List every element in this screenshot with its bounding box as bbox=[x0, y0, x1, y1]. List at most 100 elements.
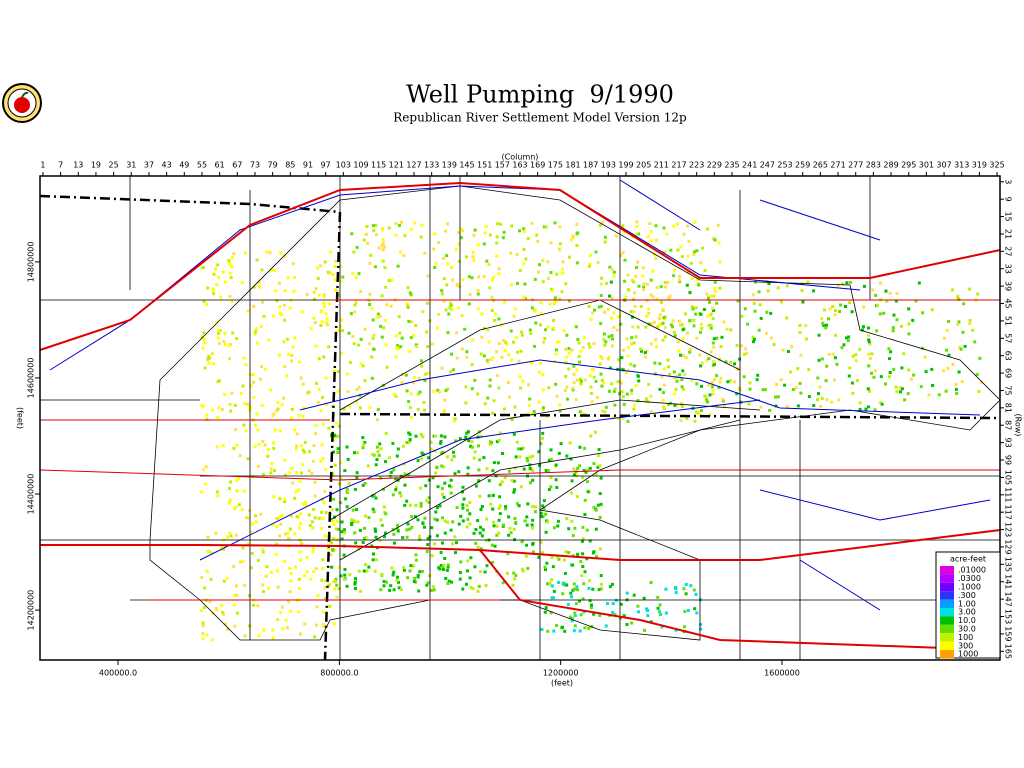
pumping-cell bbox=[757, 328, 761, 332]
pumping-cell bbox=[408, 291, 412, 295]
pumping-cell bbox=[358, 406, 362, 410]
pumping-cell bbox=[661, 321, 665, 325]
pumping-cell bbox=[318, 264, 322, 268]
pumping-cell bbox=[440, 366, 444, 370]
pumping-cell bbox=[521, 569, 525, 573]
pumping-cell bbox=[632, 297, 636, 301]
pumping-cell bbox=[971, 328, 975, 332]
pumping-cell bbox=[446, 387, 450, 391]
pumping-cell bbox=[461, 503, 465, 507]
pumping-cell bbox=[874, 293, 878, 297]
pumping-cell bbox=[476, 243, 480, 247]
pumping-cell bbox=[479, 525, 483, 529]
pumping-cell bbox=[297, 414, 301, 418]
pumping-cell bbox=[592, 612, 596, 616]
pumping-cell bbox=[382, 505, 386, 509]
pumping-cell bbox=[538, 263, 541, 267]
pumping-cell bbox=[651, 295, 655, 299]
row-tick-label: 165 bbox=[1004, 644, 1013, 659]
pumping-cell bbox=[503, 476, 507, 480]
pumping-cell bbox=[541, 388, 545, 392]
pumping-cell bbox=[241, 384, 245, 388]
pumping-cell bbox=[659, 285, 663, 289]
pumping-cell bbox=[337, 328, 341, 332]
pumping-cell bbox=[209, 578, 213, 582]
pumping-cell bbox=[279, 611, 282, 615]
pumping-cell bbox=[621, 224, 625, 228]
pumping-cell bbox=[412, 580, 416, 583]
pumping-cell bbox=[570, 595, 573, 599]
pumping-cell bbox=[576, 552, 580, 556]
pumping-cell bbox=[633, 304, 637, 308]
pumping-cell bbox=[374, 529, 377, 533]
pumping-cell bbox=[540, 436, 544, 440]
pumping-cell bbox=[550, 584, 554, 588]
pumping-cell bbox=[582, 582, 586, 586]
pumping-cell bbox=[613, 387, 617, 391]
pumping-cell bbox=[817, 392, 820, 396]
pumping-cell bbox=[722, 320, 726, 324]
pumping-cell bbox=[446, 520, 450, 524]
pumping-cell bbox=[624, 371, 628, 374]
pumping-cell bbox=[466, 559, 470, 563]
pumping-cell bbox=[588, 599, 592, 603]
pumping-cell bbox=[634, 384, 638, 387]
pumping-cell bbox=[477, 468, 481, 472]
pumping-cell bbox=[476, 392, 480, 396]
pumping-cell bbox=[817, 333, 821, 337]
pumping-cell bbox=[367, 565, 371, 569]
pumping-cell bbox=[335, 519, 339, 523]
column-tick-label: 43 bbox=[162, 161, 172, 170]
x-label: (feet) bbox=[551, 679, 573, 688]
pumping-cell bbox=[630, 392, 634, 396]
pumping-cell bbox=[689, 261, 693, 265]
pumping-cell bbox=[537, 450, 541, 454]
pumping-cell bbox=[583, 378, 587, 382]
pumping-cell bbox=[206, 536, 210, 539]
pumping-cell bbox=[927, 393, 931, 397]
pumping-cell bbox=[241, 559, 245, 563]
pumping-cell bbox=[569, 591, 573, 595]
pumping-cell bbox=[900, 324, 903, 328]
y-tick-label: 14200000 bbox=[27, 590, 36, 631]
pumping-cell bbox=[380, 335, 384, 339]
pumping-cell bbox=[555, 555, 559, 559]
pumping-cell bbox=[497, 518, 501, 522]
pumping-cell bbox=[301, 382, 305, 386]
pumping-cell bbox=[420, 364, 424, 368]
row-tick-label: 69 bbox=[1004, 368, 1013, 378]
pumping-cell bbox=[751, 293, 755, 297]
pumping-cell bbox=[597, 305, 601, 309]
pumping-cell bbox=[528, 455, 532, 459]
pumping-cell bbox=[220, 603, 224, 607]
pumping-cell bbox=[442, 277, 446, 281]
pumping-cell bbox=[262, 473, 265, 476]
pumping-cell bbox=[419, 433, 423, 436]
pumping-cell bbox=[203, 586, 207, 590]
pumping-cell bbox=[384, 432, 388, 435]
pumping-cell bbox=[547, 276, 550, 280]
pumping-cell bbox=[957, 320, 961, 324]
pumping-cell bbox=[354, 541, 358, 545]
pumping-cell bbox=[322, 624, 326, 628]
pumping-cell bbox=[947, 353, 951, 357]
pumping-cell bbox=[576, 588, 579, 592]
pumping-cell bbox=[678, 274, 682, 278]
pumping-cell bbox=[430, 342, 434, 346]
pumping-cell bbox=[558, 297, 562, 301]
pumping-cell bbox=[335, 583, 339, 587]
pumping-cell bbox=[482, 456, 486, 460]
pumping-cell bbox=[314, 287, 318, 291]
pumping-cell bbox=[543, 337, 547, 340]
pumping-cell bbox=[357, 569, 361, 573]
pumping-cell bbox=[416, 407, 420, 411]
pumping-cell bbox=[220, 408, 224, 412]
pumping-cell bbox=[458, 577, 462, 581]
pumping-cell bbox=[596, 454, 600, 458]
pumping-cell bbox=[593, 308, 597, 312]
pumping-cell bbox=[565, 517, 569, 521]
pumping-cell bbox=[558, 225, 562, 229]
pumping-cell bbox=[506, 571, 509, 575]
pumping-cell bbox=[716, 223, 720, 227]
pumping-cell bbox=[330, 565, 334, 569]
